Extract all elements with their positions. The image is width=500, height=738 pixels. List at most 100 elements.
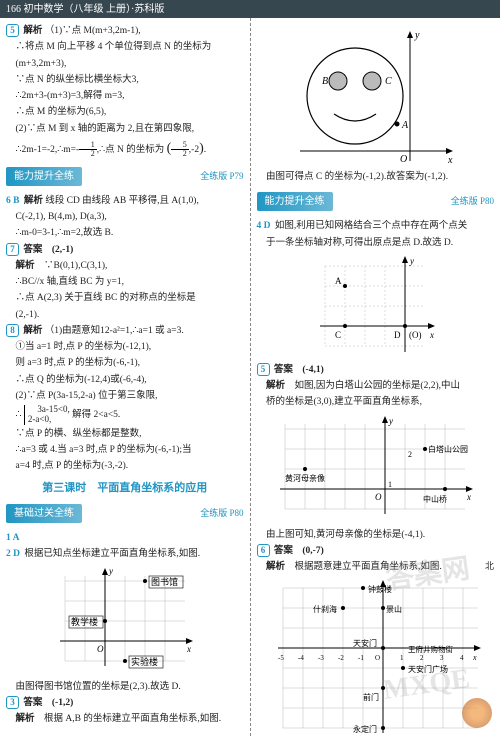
q6-num: 6 B	[6, 194, 19, 208]
svg-text:(O): (O)	[409, 330, 422, 340]
q7-l4: (2,-1).	[6, 308, 244, 322]
q7-label-line: 解析 ∵B(0,1),C(3,1),	[6, 259, 244, 273]
svg-text:中山桥: 中山桥	[423, 494, 447, 504]
q6-graph: -5-4-3-2-1 O1234 x 钟鼓楼 什刹海 景山 天安门 王府井购物街…	[257, 578, 495, 738]
q5: 5 解析 （1)∵点 M(m+3,2m-1),	[6, 24, 244, 38]
svg-text:天安门: 天安门	[353, 638, 377, 648]
svg-text:4: 4	[460, 654, 464, 662]
q6-label: 解析	[24, 196, 43, 206]
q1-num: 1 A	[6, 531, 19, 545]
banner1: 能力提升全练 全练版 P79	[6, 163, 244, 190]
svg-text:2: 2	[420, 654, 424, 662]
svg-text:永定门: 永定门	[353, 724, 377, 734]
q5-l8: ∴2m-1=-2,∴m=-12,∴点 N 的坐标为 (52,-2).	[6, 138, 244, 159]
q8-num: 8	[6, 324, 19, 337]
svg-text:白塔山公园: 白塔山公园	[428, 444, 468, 454]
q8-l7: ∵点 P 的横、纵坐标都是整数,	[6, 427, 244, 441]
svg-text:A: A	[401, 120, 409, 131]
q5-l6: ∴点 M 的坐标为(6,5),	[6, 105, 244, 119]
svg-text:O: O	[400, 154, 407, 165]
svg-text:-4: -4	[298, 654, 304, 662]
svg-text:1: 1	[388, 480, 392, 489]
q8-l2: ①当 a=1 时,点 P 的坐标为(-12,1),	[6, 340, 244, 354]
q2-l1: 根据已知点坐标建立平面直角坐标系,如图.	[24, 549, 200, 559]
q7-num: 7	[6, 243, 19, 256]
svg-text:-3: -3	[318, 654, 324, 662]
svg-text:y: y	[388, 416, 393, 426]
banner1-text: 能力提升全练	[6, 167, 82, 186]
q5-l3: (m+3,2m+3),	[6, 57, 244, 71]
q5-l4: ∵点 N 的纵坐标比横坐标大3,	[6, 73, 244, 87]
svg-text:x: x	[466, 492, 471, 502]
r-q6-num: 6	[257, 544, 270, 557]
face-caption: 由图可得点 C 的坐标为(-1,2).故答案为(-1,2).	[257, 170, 495, 184]
q7-ans: 答案 (2,-1)	[23, 245, 73, 255]
left-column: 5 解析 （1)∵点 M(m+3,2m-1), ∴将点 M 向上平移 4 个单位…	[0, 18, 251, 736]
r-q5-ans: 答案 (-4,1)	[274, 365, 324, 375]
content: 5 解析 （1)∵点 M(m+3,2m-1), ∴将点 M 向上平移 4 个单位…	[0, 18, 500, 736]
svg-text:C: C	[335, 330, 341, 340]
q2-num: 2 D	[6, 547, 20, 561]
q3: 3 答案 (-1,2)	[6, 696, 244, 710]
r-q5-line: 解析 如图,因为白塔山公园的坐标是(2,2),中山	[257, 379, 495, 393]
r-q5-l2: 桥的坐标是(3,0),建立平面直角坐标系,	[257, 395, 495, 409]
q8-l9: a=4 时,点 P 的坐标为(-3,-2).	[6, 459, 244, 473]
svg-text:1: 1	[400, 654, 404, 662]
svg-text:实验楼: 实验楼	[131, 656, 158, 667]
svg-text:天安门广场: 天安门广场	[408, 664, 448, 674]
svg-text:王府井购物街: 王府井购物街	[408, 644, 453, 654]
q8-l5: (2)∵点 P(3a-15,2-a) 位于第三象限,	[6, 389, 244, 403]
svg-text:3: 3	[440, 654, 444, 662]
face-graph: y x O B C A	[257, 26, 495, 166]
r-q5-num: 5	[257, 363, 270, 376]
q7: 7 答案 (2,-1)	[6, 243, 244, 257]
section3-title: 第三课时 平面直角坐标系的应用	[6, 480, 244, 497]
banner2: 基础过关全练 全练版 P80	[6, 500, 244, 527]
banner2-right: 全练版 P80	[200, 507, 243, 521]
r-q5: 5 答案 (-4,1)	[257, 363, 495, 377]
r-q4: 4 D 如图,利用已知网格结合三个点中存在两个点关	[257, 219, 495, 233]
svg-text:-5: -5	[278, 654, 284, 662]
q2-l2: 由图得图书馆位置的坐标是(2,3).故选 D.	[6, 680, 244, 694]
banner2-text: 基础过关全练	[6, 504, 82, 523]
banner1-right: 全练版 P79	[200, 170, 243, 184]
r-q4-l1: 如图,利用已知网格结合三个点中存在两个点关	[275, 221, 467, 231]
r-q4-num: 4 D	[257, 219, 271, 233]
q2-graph: y x O 图书馆 教学楼 实验楼	[6, 566, 244, 676]
svg-text:D: D	[394, 330, 401, 340]
q6-l1: 线段 CD 由线段 AB 平移得,且 A(1,0),	[45, 196, 199, 206]
svg-text:O: O	[375, 654, 380, 662]
svg-text:x: x	[447, 155, 453, 166]
svg-text:y: y	[414, 30, 420, 41]
q5-graph: yx O 12 白塔山公园 黄河母亲像 中山桥	[257, 414, 495, 524]
logo-icon	[462, 698, 492, 728]
q8-l1: （1)由题意知12-a²=1,∴a=1 或 a=3.	[45, 326, 184, 336]
svg-text:A: A	[335, 276, 342, 286]
q8-l3: 则 a=3 时,点 P 的坐标为(-6,-1),	[6, 356, 244, 370]
r-q6: 6 答案 (0,-7)	[257, 544, 495, 558]
r-q4-l2: 于一条坐标轴对称,可得出原点是点 D.故选 D.	[257, 236, 495, 250]
svg-text:什刹海: 什刹海	[313, 604, 337, 614]
q8: 8 解析 （1)由题意知12-a²=1,∴a=1 或 a=3.	[6, 324, 244, 338]
q6-l3: ∴m-0=3-1,∴m=2,故选 B.	[6, 226, 244, 240]
svg-text:钟鼓楼: 钟鼓楼	[368, 584, 392, 594]
svg-text:x: x	[429, 330, 434, 340]
svg-text:图书馆: 图书馆	[151, 576, 178, 587]
q4-graph: y x A C D (O)	[257, 254, 495, 359]
q7-l3: ∴点 A(2,3) 关于直线 BC 的对称点的坐标是	[6, 291, 244, 305]
svg-text:x: x	[186, 644, 191, 654]
q3-ans: 答案 (-1,2)	[23, 698, 73, 708]
svg-text:黄河母亲像: 黄河母亲像	[285, 473, 325, 483]
q2: 2 D 根据已知点坐标建立平面直角坐标系,如图.	[6, 547, 244, 561]
q6-l2: C(-2,1), B(4,m), D(a,3),	[6, 210, 244, 224]
svg-text:y: y	[409, 256, 414, 266]
svg-text:O: O	[97, 644, 104, 654]
q5-l2: ∴将点 M 向上平移 4 个单位得到点 N 的坐标为	[6, 40, 244, 54]
svg-text:-1: -1	[358, 654, 364, 662]
q6: 6 B 解析 线段 CD 由线段 AB 平移得,且 A(1,0),	[6, 194, 244, 208]
q1: 1 A	[6, 531, 244, 545]
q5-l1: （1)∵点 M(m+3,2m-1),	[45, 26, 141, 36]
banner-r-text: 能力提升全练	[257, 192, 333, 211]
r-q6-line: 解析 根据题意建立平面直角坐标系,如图. 北	[257, 560, 495, 574]
svg-text:前门: 前门	[363, 692, 379, 702]
